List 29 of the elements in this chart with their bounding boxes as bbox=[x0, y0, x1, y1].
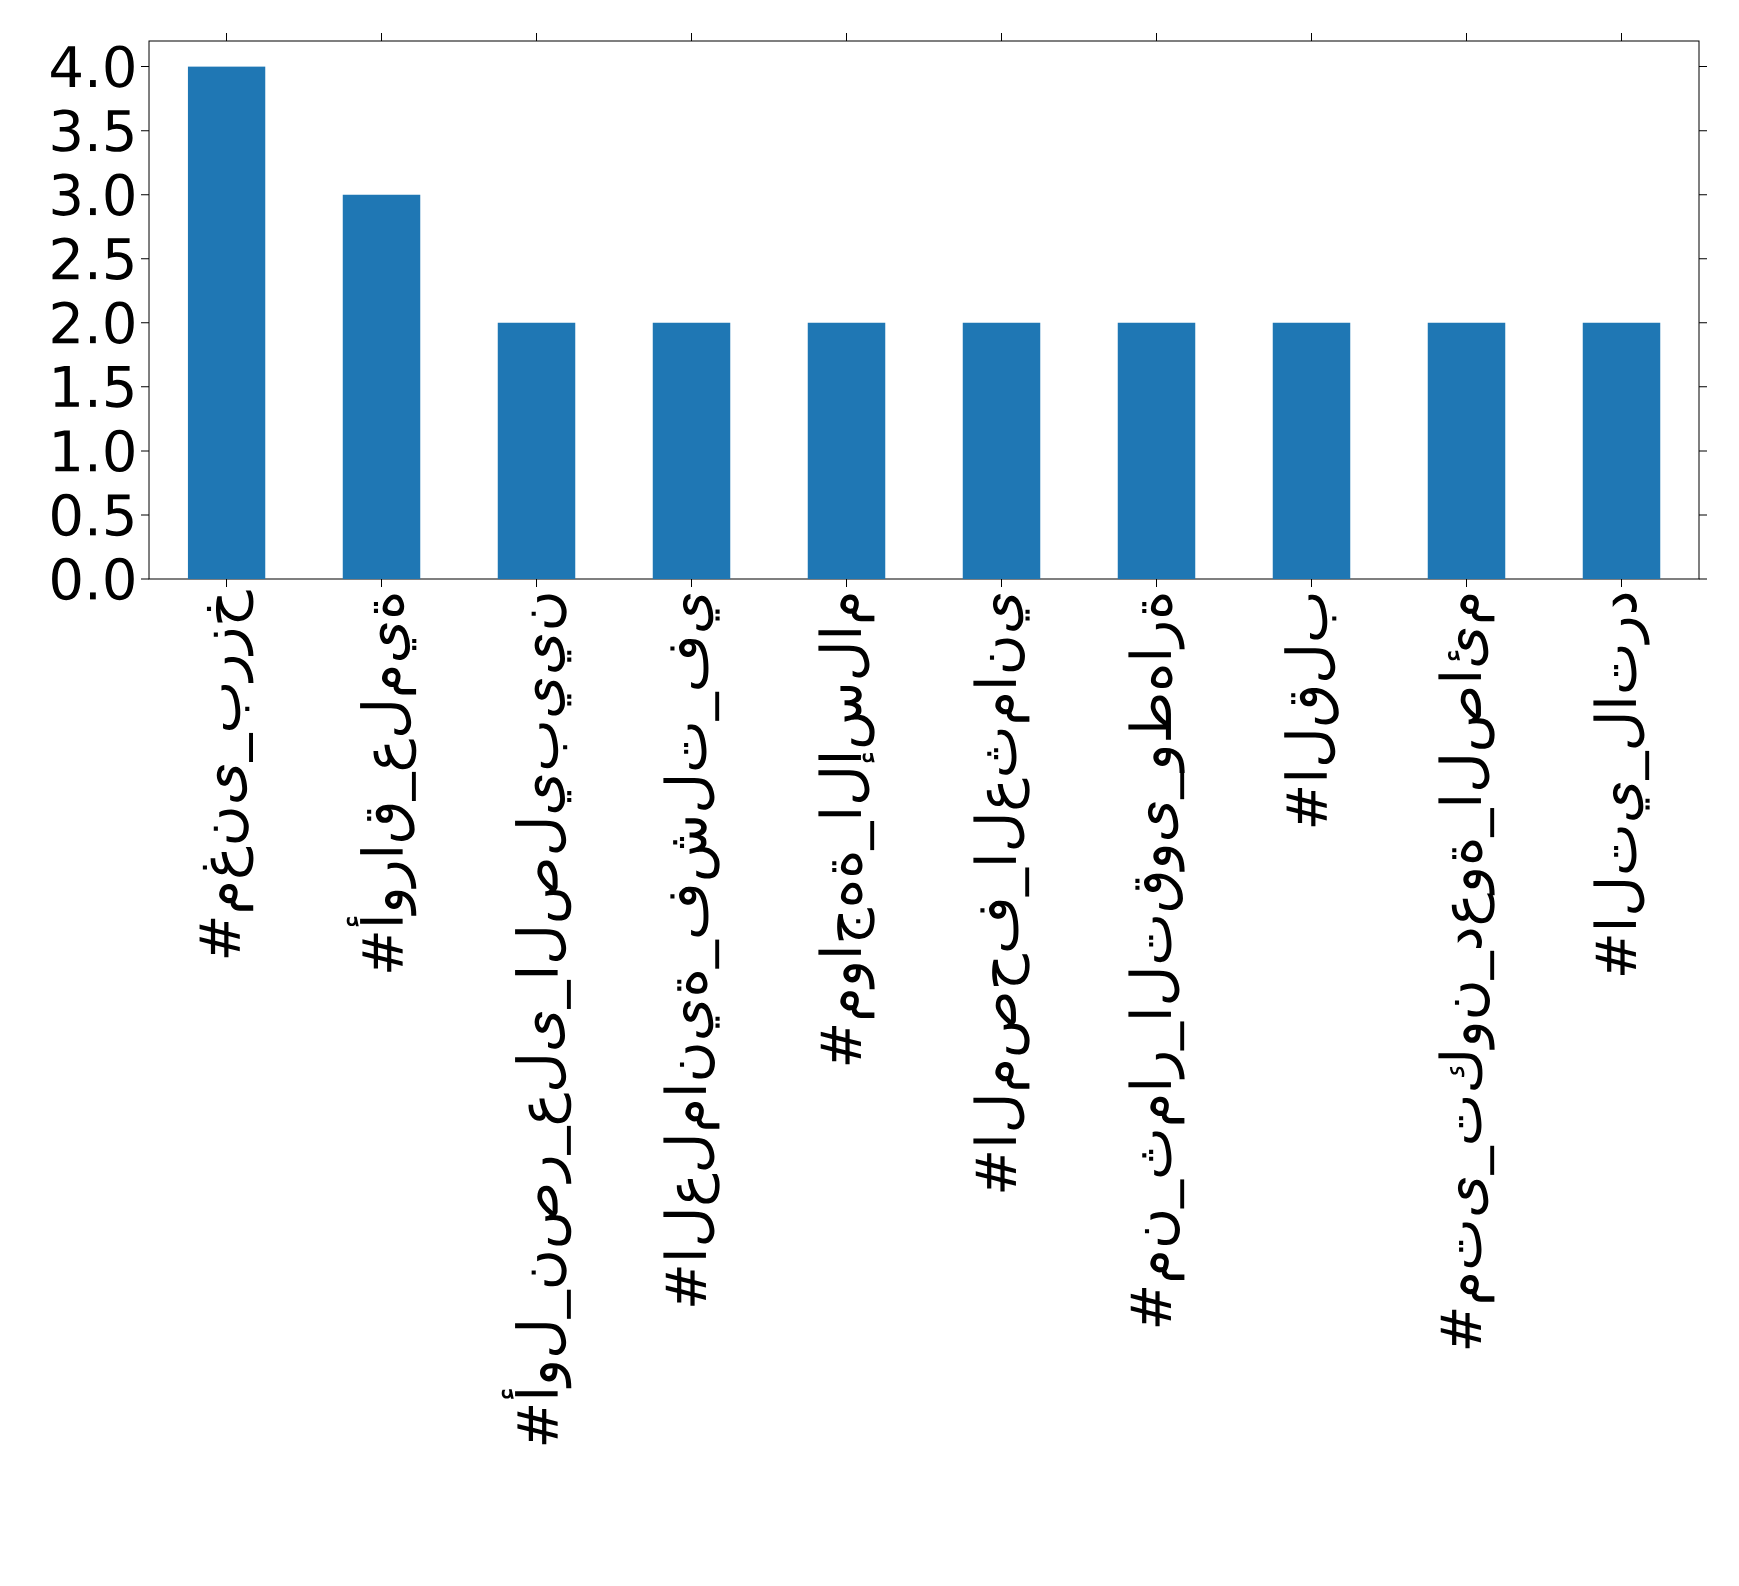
x-tick-label: #مغنى_برزخ bbox=[199, 590, 254, 958]
y-tick-label: 0.0 bbox=[52, 557, 134, 601]
y-tick-label: 4.0 bbox=[51, 45, 134, 88]
x-tick-label: #القلب bbox=[1284, 594, 1339, 827]
y-tick-label: 0.5 bbox=[52, 493, 133, 537]
bar bbox=[342, 194, 421, 579]
y-tick-label: 3.0 bbox=[52, 173, 134, 216]
x-tick-label: #المصحف_العثماني bbox=[973, 594, 1030, 1192]
bar bbox=[1582, 322, 1661, 579]
x-tick-label: #أول_نصر_على_الصليبيين bbox=[501, 594, 572, 1445]
x-tick-label: #التي_لاترد bbox=[1593, 593, 1650, 975]
bar bbox=[1272, 322, 1351, 579]
y-tick-label: 3.5 bbox=[52, 109, 133, 152]
bar bbox=[1117, 322, 1196, 579]
bar bbox=[962, 322, 1041, 579]
x-tick-label: #مواجهة_الإسلام bbox=[818, 594, 875, 1065]
x-tick-label: #من_ثمار_التقوى_وطهارة bbox=[1128, 594, 1185, 1327]
bar bbox=[187, 66, 266, 579]
y-tick-label: 2.0 bbox=[52, 301, 134, 344]
x-tick-label: #أوراق_علمية bbox=[346, 594, 417, 972]
x-tick-label: #متى_تكون_دعوة_الصائم bbox=[1438, 594, 1495, 1349]
bar bbox=[497, 322, 576, 579]
x-tick-label: #العلمانية_فشلت_في bbox=[663, 593, 720, 1306]
bar bbox=[807, 322, 886, 579]
y-tick-label: 2.5 bbox=[52, 237, 133, 280]
y-tick-label: 1.5 bbox=[54, 366, 133, 408]
bar bbox=[1427, 322, 1506, 579]
y-tick-label: 1.0 bbox=[54, 429, 134, 473]
bar bbox=[652, 322, 731, 579]
